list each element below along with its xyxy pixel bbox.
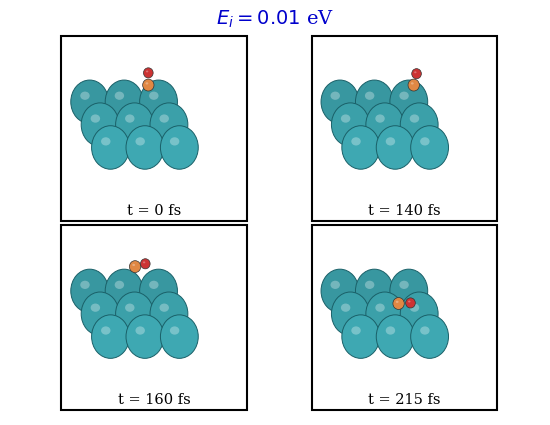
Ellipse shape bbox=[410, 303, 419, 312]
Ellipse shape bbox=[149, 280, 158, 289]
Ellipse shape bbox=[160, 303, 169, 312]
Ellipse shape bbox=[161, 315, 198, 358]
Ellipse shape bbox=[91, 114, 100, 123]
Ellipse shape bbox=[412, 69, 421, 79]
Ellipse shape bbox=[411, 126, 448, 169]
Ellipse shape bbox=[150, 292, 188, 335]
Ellipse shape bbox=[101, 326, 111, 334]
Ellipse shape bbox=[366, 103, 404, 146]
Ellipse shape bbox=[331, 91, 340, 100]
Ellipse shape bbox=[411, 82, 414, 85]
Ellipse shape bbox=[332, 103, 369, 146]
Ellipse shape bbox=[420, 137, 430, 145]
Ellipse shape bbox=[365, 280, 375, 289]
Ellipse shape bbox=[406, 298, 415, 308]
Ellipse shape bbox=[170, 137, 179, 145]
Ellipse shape bbox=[399, 280, 409, 289]
Text: t = 215 fs: t = 215 fs bbox=[368, 393, 441, 407]
Ellipse shape bbox=[386, 326, 395, 334]
Ellipse shape bbox=[160, 114, 169, 123]
Ellipse shape bbox=[150, 103, 188, 146]
Ellipse shape bbox=[146, 71, 148, 72]
Ellipse shape bbox=[341, 303, 350, 312]
Ellipse shape bbox=[390, 80, 428, 124]
Ellipse shape bbox=[161, 126, 198, 169]
Ellipse shape bbox=[408, 79, 420, 91]
Text: $E_i = 0.01$ eV: $E_i = 0.01$ eV bbox=[216, 8, 334, 30]
Ellipse shape bbox=[129, 261, 141, 272]
Ellipse shape bbox=[71, 269, 108, 313]
Ellipse shape bbox=[144, 68, 153, 78]
Ellipse shape bbox=[376, 126, 414, 169]
Text: t = 0 fs: t = 0 fs bbox=[127, 204, 181, 218]
Ellipse shape bbox=[375, 303, 385, 312]
Ellipse shape bbox=[125, 114, 135, 123]
FancyBboxPatch shape bbox=[62, 36, 246, 221]
Ellipse shape bbox=[92, 315, 129, 358]
Ellipse shape bbox=[81, 103, 119, 146]
Ellipse shape bbox=[396, 301, 399, 303]
Ellipse shape bbox=[149, 91, 158, 100]
Ellipse shape bbox=[105, 80, 143, 124]
FancyBboxPatch shape bbox=[312, 36, 497, 221]
Ellipse shape bbox=[411, 315, 448, 358]
Ellipse shape bbox=[146, 82, 148, 85]
Ellipse shape bbox=[400, 292, 438, 335]
Ellipse shape bbox=[414, 71, 416, 73]
Ellipse shape bbox=[321, 269, 359, 313]
Ellipse shape bbox=[114, 91, 124, 100]
Ellipse shape bbox=[341, 114, 350, 123]
Ellipse shape bbox=[92, 126, 129, 169]
Ellipse shape bbox=[80, 280, 90, 289]
Ellipse shape bbox=[143, 261, 145, 264]
Ellipse shape bbox=[142, 79, 154, 91]
Ellipse shape bbox=[116, 292, 153, 335]
Ellipse shape bbox=[331, 280, 340, 289]
FancyBboxPatch shape bbox=[62, 225, 246, 411]
Text: t = 140 fs: t = 140 fs bbox=[368, 204, 441, 218]
Ellipse shape bbox=[342, 126, 380, 169]
Ellipse shape bbox=[342, 315, 380, 358]
Ellipse shape bbox=[408, 300, 410, 303]
Ellipse shape bbox=[140, 259, 150, 269]
Ellipse shape bbox=[366, 292, 404, 335]
Ellipse shape bbox=[132, 264, 135, 266]
Ellipse shape bbox=[375, 114, 385, 123]
Ellipse shape bbox=[116, 103, 153, 146]
Ellipse shape bbox=[135, 137, 145, 145]
Ellipse shape bbox=[125, 303, 135, 312]
Ellipse shape bbox=[376, 315, 414, 358]
Ellipse shape bbox=[71, 80, 108, 124]
Ellipse shape bbox=[140, 269, 178, 313]
Ellipse shape bbox=[393, 298, 404, 309]
Ellipse shape bbox=[351, 137, 361, 145]
Ellipse shape bbox=[355, 269, 393, 313]
Ellipse shape bbox=[365, 91, 375, 100]
Ellipse shape bbox=[81, 292, 119, 335]
Ellipse shape bbox=[114, 280, 124, 289]
Ellipse shape bbox=[321, 80, 359, 124]
Ellipse shape bbox=[135, 326, 145, 334]
FancyBboxPatch shape bbox=[312, 225, 497, 411]
Ellipse shape bbox=[420, 326, 430, 334]
Ellipse shape bbox=[386, 137, 395, 145]
Ellipse shape bbox=[355, 80, 393, 124]
Ellipse shape bbox=[140, 80, 178, 124]
Ellipse shape bbox=[91, 303, 100, 312]
Ellipse shape bbox=[399, 91, 409, 100]
Ellipse shape bbox=[126, 315, 164, 358]
Ellipse shape bbox=[170, 326, 179, 334]
Ellipse shape bbox=[390, 269, 428, 313]
Ellipse shape bbox=[105, 269, 143, 313]
Ellipse shape bbox=[400, 103, 438, 146]
Ellipse shape bbox=[332, 292, 369, 335]
Ellipse shape bbox=[80, 91, 90, 100]
Ellipse shape bbox=[351, 326, 361, 334]
Ellipse shape bbox=[101, 137, 111, 145]
Text: t = 160 fs: t = 160 fs bbox=[118, 393, 190, 407]
Ellipse shape bbox=[126, 126, 164, 169]
Ellipse shape bbox=[410, 114, 419, 123]
